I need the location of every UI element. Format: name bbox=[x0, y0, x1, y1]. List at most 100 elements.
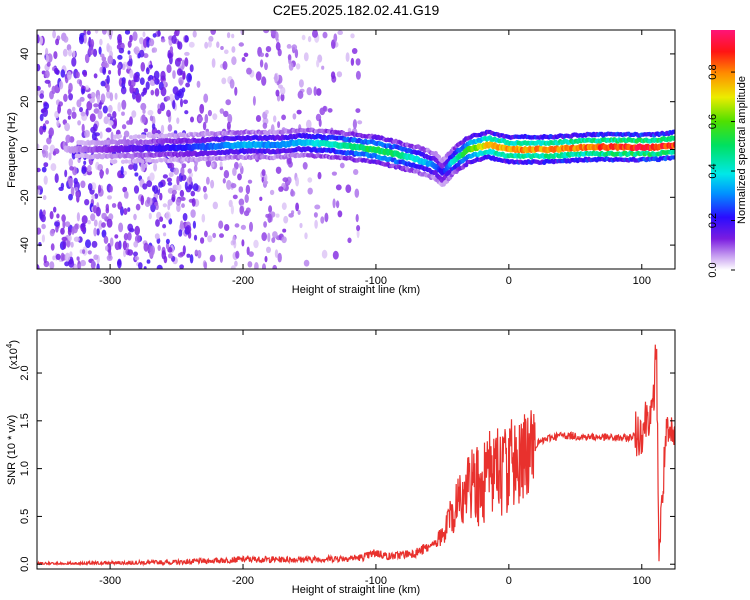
heat-speckle bbox=[169, 46, 174, 53]
heat-speckle bbox=[121, 111, 125, 116]
heat-speckle bbox=[271, 237, 276, 244]
heat-speckle bbox=[237, 173, 242, 181]
heat-speckle bbox=[290, 188, 294, 197]
heat-speckle bbox=[291, 44, 298, 51]
x-tick-label: -200 bbox=[232, 275, 254, 287]
heat-speckle bbox=[226, 121, 231, 130]
snr-series-line bbox=[37, 344, 675, 567]
heat-speckle bbox=[107, 55, 114, 65]
heat-speckle bbox=[101, 222, 106, 228]
heat-speckle bbox=[100, 80, 106, 87]
heat-speckle bbox=[121, 99, 127, 110]
heat-speckle bbox=[96, 228, 100, 236]
heat-speckle bbox=[67, 228, 72, 236]
heat-speckle bbox=[176, 183, 182, 191]
heat-speckle bbox=[163, 255, 168, 264]
heat-speckle bbox=[81, 215, 88, 225]
heat-speckle bbox=[230, 265, 236, 269]
heat-speckle bbox=[121, 124, 127, 130]
heat-speckle bbox=[226, 32, 231, 39]
heat-speckle bbox=[262, 122, 268, 129]
heat-speckle bbox=[162, 224, 167, 229]
heat-speckle bbox=[191, 198, 196, 207]
svg-text:(x104): (x104) bbox=[5, 340, 20, 370]
heat-speckle bbox=[68, 158, 74, 168]
heat-speckle bbox=[127, 207, 131, 212]
heat-speckle bbox=[106, 43, 110, 52]
heat-speckle bbox=[282, 177, 289, 183]
x-tick-label: -100 bbox=[365, 275, 387, 287]
heat-speckle bbox=[294, 48, 299, 59]
heat-speckle bbox=[85, 239, 91, 249]
heat-speckle bbox=[55, 38, 60, 46]
heat-speckle bbox=[143, 128, 148, 133]
heat-speckle bbox=[62, 240, 67, 250]
heat-speckle bbox=[352, 119, 357, 130]
heat-speckle bbox=[140, 102, 147, 111]
heat-speckle bbox=[133, 46, 140, 55]
heat-speckle bbox=[81, 123, 85, 133]
heat-speckle bbox=[67, 108, 72, 116]
heat-speckle bbox=[185, 186, 192, 193]
heat-speckle bbox=[335, 184, 342, 191]
snr-y-axis-label: SNR (10 * v/v) bbox=[6, 415, 18, 485]
heat-speckle bbox=[108, 213, 114, 221]
heat-speckle bbox=[316, 59, 320, 68]
heat-speckle bbox=[103, 116, 110, 125]
heat-speckle bbox=[96, 94, 101, 104]
heat-ridge-cell bbox=[140, 159, 145, 164]
heat-speckle bbox=[39, 36, 43, 46]
heat-speckle bbox=[166, 177, 172, 183]
heat-speckle bbox=[146, 259, 151, 264]
heat-speckle bbox=[179, 79, 183, 86]
heat-speckle bbox=[316, 88, 322, 96]
heat-speckle bbox=[99, 38, 103, 46]
heat-speckle bbox=[127, 223, 134, 232]
heat-speckle bbox=[42, 144, 49, 151]
heat-speckle bbox=[135, 203, 141, 211]
heat-speckle bbox=[142, 183, 148, 190]
heat-speckle bbox=[168, 162, 175, 169]
x-tick-label: -300 bbox=[99, 575, 121, 587]
heat-speckle bbox=[172, 86, 179, 95]
heat-speckle bbox=[134, 256, 140, 261]
heat-speckle bbox=[120, 86, 127, 95]
heat-speckle bbox=[230, 183, 237, 189]
heat-speckle bbox=[109, 237, 114, 247]
heat-speckle bbox=[84, 85, 89, 90]
heat-speckle bbox=[259, 52, 265, 58]
heat-speckle bbox=[219, 233, 224, 238]
heat-speckle bbox=[189, 254, 194, 264]
heat-speckle bbox=[197, 249, 202, 259]
heat-speckle bbox=[333, 33, 338, 43]
heat-speckle bbox=[245, 207, 251, 214]
heat-speckle bbox=[241, 239, 245, 247]
heat-speckle bbox=[159, 192, 163, 201]
heat-speckle bbox=[139, 77, 145, 85]
heat-speckle bbox=[232, 167, 237, 176]
heat-speckle bbox=[176, 68, 183, 76]
heat-speckle bbox=[79, 96, 85, 102]
heat-speckle bbox=[153, 162, 158, 172]
heat-speckle bbox=[322, 31, 328, 39]
heat-speckle bbox=[93, 73, 98, 79]
heat-speckle bbox=[234, 86, 238, 96]
heat-speckle bbox=[45, 47, 49, 57]
heat-speckle bbox=[127, 249, 134, 256]
heat-speckle bbox=[39, 125, 44, 135]
heat-speckle bbox=[132, 31, 138, 42]
heat-speckle bbox=[79, 107, 83, 113]
heat-ridge-cell bbox=[136, 134, 142, 139]
heat-speckle bbox=[149, 172, 155, 181]
heat-speckle bbox=[37, 34, 40, 44]
heat-speckle bbox=[281, 202, 287, 210]
heat-speckle bbox=[37, 85, 41, 91]
heat-speckle bbox=[45, 54, 50, 63]
heat-speckle bbox=[64, 252, 71, 262]
heat-speckle bbox=[218, 220, 224, 229]
heat-speckle bbox=[240, 224, 246, 230]
heat-speckle bbox=[143, 53, 149, 59]
heat-speckle bbox=[78, 263, 82, 269]
heat-speckle bbox=[173, 130, 178, 135]
heat-speckle bbox=[68, 235, 72, 242]
